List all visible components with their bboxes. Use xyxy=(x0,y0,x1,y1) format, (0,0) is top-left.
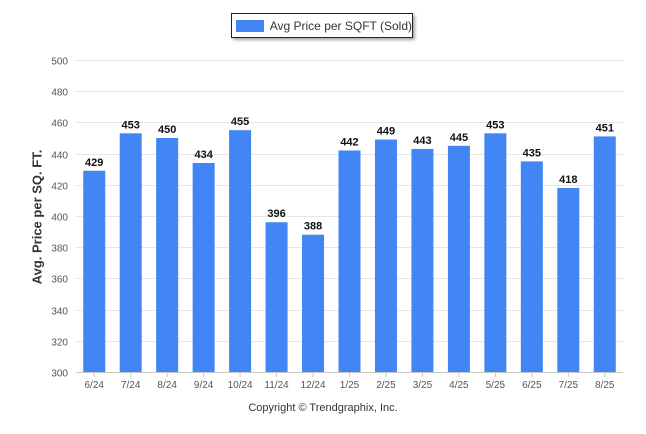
y-tick-label: 340 xyxy=(51,307,68,318)
bar xyxy=(156,138,179,372)
bar xyxy=(520,161,543,372)
y-tick-label: 360 xyxy=(51,275,68,286)
data-label: 453 xyxy=(486,119,504,131)
data-label: 451 xyxy=(596,122,614,134)
bars xyxy=(83,130,616,372)
y-tick-label: 380 xyxy=(51,244,68,255)
y-tick-label: 500 xyxy=(51,57,68,68)
y-tick-label: 300 xyxy=(51,369,68,380)
bar xyxy=(265,222,288,372)
bar xyxy=(338,150,361,372)
data-label: 434 xyxy=(194,149,213,161)
bar xyxy=(593,136,616,372)
bar xyxy=(374,139,397,372)
y-tick-label: 420 xyxy=(51,182,68,193)
data-label: 435 xyxy=(523,147,541,159)
legend: Avg Price per SQFT (Sold) xyxy=(231,13,413,38)
x-tick-label: 1/25 xyxy=(340,380,360,391)
y-tick-label: 440 xyxy=(51,151,68,162)
x-tick-label: 12/24 xyxy=(301,380,326,391)
legend-label: Avg Price per SQFT (Sold) xyxy=(269,18,412,33)
y-tick-label: 400 xyxy=(51,213,68,224)
x-tick-label: 5/25 xyxy=(486,380,506,391)
x-tick-label: 6/25 xyxy=(522,380,542,391)
bar xyxy=(557,187,580,372)
x-tick-label: 11/24 xyxy=(264,380,289,391)
data-label: 442 xyxy=(340,136,358,148)
bar xyxy=(302,234,325,372)
bar xyxy=(119,133,142,372)
data-label: 429 xyxy=(85,157,103,169)
x-tick-label: 2/25 xyxy=(376,380,396,391)
x-tick-label: 7/24 xyxy=(121,380,141,391)
data-label: 388 xyxy=(304,221,322,233)
y-tick-label: 320 xyxy=(51,338,68,349)
data-label: 396 xyxy=(267,208,285,220)
y-tick-label: 460 xyxy=(51,119,68,130)
legend-swatch xyxy=(236,19,264,32)
y-tick-label: 480 xyxy=(51,88,68,99)
y-tick-labels: 300 320 340 360 380 400 420 440 460 480 500 xyxy=(51,57,68,380)
data-label: 445 xyxy=(450,132,468,144)
data-labels: 429 453 450 434 455 396 388 442 449 443 445 453 435 4… xyxy=(85,116,614,233)
data-label: 450 xyxy=(158,124,176,136)
bar xyxy=(229,130,252,372)
data-label: 443 xyxy=(413,135,431,147)
x-tick-labels: 6/24 7/24 8/24 9/24 10/24 11/24 12/24 1/25 2/25 3… xyxy=(84,380,614,391)
bar xyxy=(447,145,470,372)
data-label: 455 xyxy=(231,116,249,128)
bar xyxy=(83,170,106,372)
x-tick-label: 4/25 xyxy=(449,380,469,391)
x-tick-label: 6/24 xyxy=(84,380,104,391)
data-label: 418 xyxy=(559,174,577,186)
x-tick-label: 9/24 xyxy=(194,380,214,391)
x-tick-label: 3/25 xyxy=(413,380,433,391)
data-label: 449 xyxy=(377,126,395,138)
bar xyxy=(192,162,215,372)
copyright-text: Copyright © Trendgraphix, Inc. xyxy=(248,402,398,414)
x-tick-label: 8/24 xyxy=(157,380,177,391)
x-tick-label: 8/25 xyxy=(595,380,615,391)
bar xyxy=(411,148,434,372)
data-label: 453 xyxy=(122,119,140,131)
x-tick-label: 10/24 xyxy=(228,380,253,391)
x-tick-label: 7/25 xyxy=(559,380,579,391)
bar xyxy=(484,133,507,372)
